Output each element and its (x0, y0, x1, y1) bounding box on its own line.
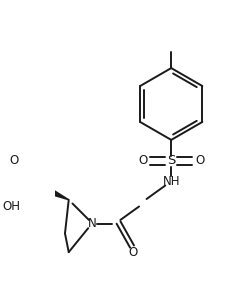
Text: S: S (167, 154, 176, 167)
Text: NH: NH (162, 175, 180, 188)
Polygon shape (43, 185, 69, 200)
Text: OH: OH (2, 200, 20, 213)
Text: O: O (138, 154, 147, 167)
Text: O: O (128, 246, 138, 259)
Text: O: O (195, 154, 204, 167)
Text: N: N (88, 217, 97, 230)
Text: O: O (9, 154, 19, 167)
